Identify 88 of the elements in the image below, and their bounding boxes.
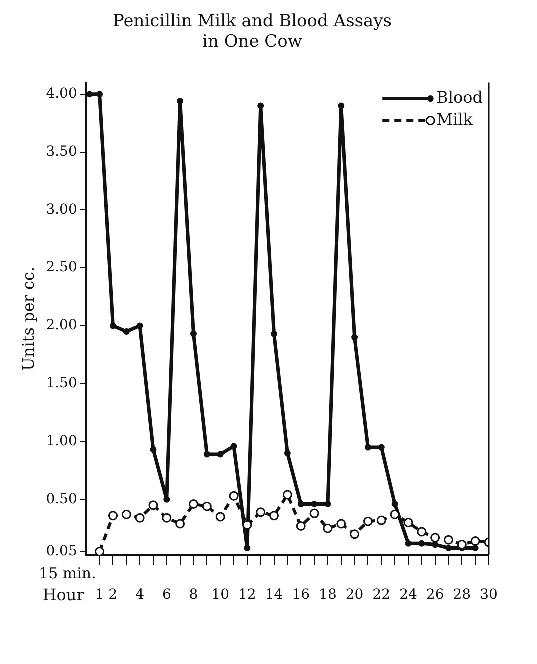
point [95,546,105,556]
point [405,540,412,547]
point [350,530,360,540]
point [324,501,332,508]
x-tick-label: 26 [426,587,444,604]
x-tick-label: 16 [292,587,310,604]
point [96,91,104,98]
y-tick-label: 3.00 [46,202,78,218]
y-tick-label: 0.50 [46,491,78,508]
point [352,334,358,341]
y-tick-label: 1.00 [46,433,78,450]
point [204,451,210,458]
legend-label: Blood [436,88,484,107]
point [188,500,198,510]
y-tick-label: 0.05 [46,543,78,560]
point [323,524,333,534]
point [284,450,291,457]
chart-title: Penicillin Milk and Blood Assays in One Cow [113,12,392,52]
point [86,91,93,98]
y-tick-label: 3.50 [46,144,78,160]
point [217,451,224,458]
point [392,501,398,508]
x-tick-label: 10 [212,587,230,604]
point [162,513,172,523]
point [338,102,345,110]
point [202,502,212,512]
x-tick-label: 6 [162,587,172,604]
y-axis-title: Units per cc. [18,266,38,372]
point [470,536,480,546]
x-tick-label: 1 [95,587,104,604]
point [176,519,186,529]
point [150,446,157,454]
point [230,443,238,450]
point [298,501,304,508]
point [110,322,116,330]
x-tick-label: 28 [453,587,472,604]
x-tick-label: 18 [319,587,337,604]
x-tick-label: 30 [480,587,498,604]
x-tick-label: 14 [265,587,284,604]
point [363,516,373,526]
point [378,444,385,451]
point [164,496,170,503]
point [244,545,251,552]
point [135,513,145,523]
point [432,542,439,548]
point [472,545,479,552]
point [376,516,386,526]
point [177,98,184,105]
point [242,520,252,530]
point [311,501,318,508]
point [296,522,306,532]
point [282,490,292,500]
x-axis-title: Hour [42,585,85,604]
point [190,330,197,338]
point [271,330,278,338]
point [148,500,158,510]
legend-label: Milk [436,110,474,129]
point [136,322,144,330]
y-tick-label: 2.00 [46,318,78,334]
point [310,508,320,518]
point [444,535,454,545]
point [122,510,132,520]
y-tick-label: 1.50 [46,375,78,392]
text: 15 min. [39,564,96,583]
point [390,510,400,520]
x-tick-label: 8 [189,587,198,604]
x-tick-label: 24 [400,587,418,604]
x-tick-label: 2 [108,587,118,604]
point [418,540,426,547]
point [404,518,414,528]
point [430,533,440,543]
point [417,527,427,537]
x-tick-label: 22 [372,587,391,604]
point [270,511,280,521]
point [256,508,266,518]
point [216,512,226,522]
point [229,491,239,501]
point [123,328,130,335]
point [445,545,452,552]
point [258,102,264,110]
y-tick-label: 2.50 [46,260,78,276]
x-tick-label: 4 [136,587,145,604]
y-tick-label: 4.00 [46,86,78,102]
point [336,519,346,529]
x-tick-label: 20 [346,587,364,604]
x-tick-label: 12 [238,587,256,604]
point [108,511,118,521]
point [364,444,372,451]
